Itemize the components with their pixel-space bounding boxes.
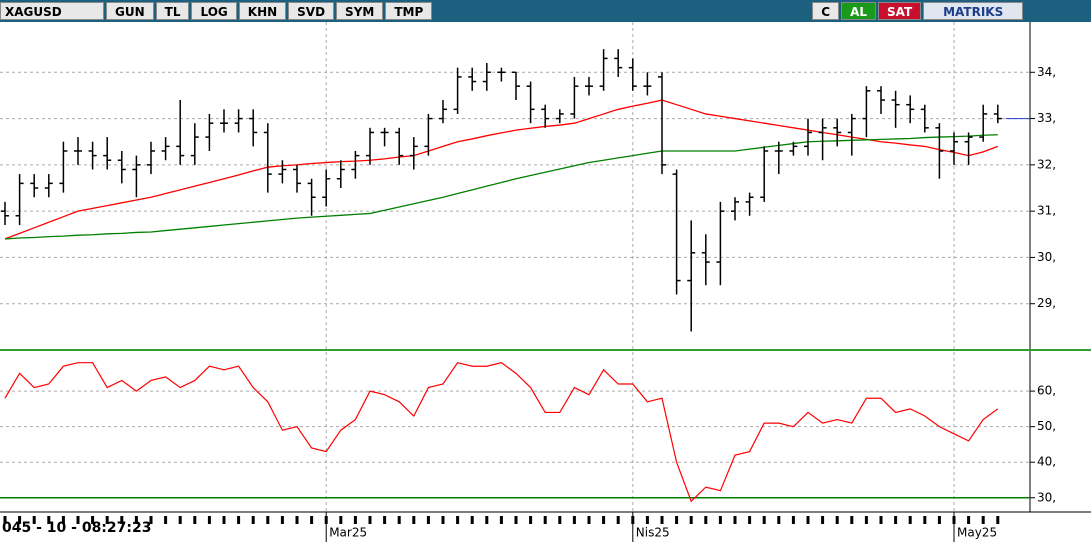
day-tick — [412, 516, 416, 524]
day-tick — [441, 516, 445, 524]
day-tick — [61, 516, 65, 524]
moving-average — [4, 99, 999, 240]
y-tick-label: 31, — [1037, 204, 1056, 218]
day-tick — [821, 516, 825, 524]
day-tick — [222, 516, 226, 524]
day-tick — [762, 516, 766, 524]
day-tick — [207, 516, 211, 524]
toolbar-button[interactable]: LOG — [191, 2, 237, 20]
day-tick — [339, 516, 343, 524]
x-tick-label: Mar25 — [329, 526, 367, 540]
day-tick — [879, 516, 883, 524]
day-tick — [718, 516, 722, 524]
day-tick — [733, 516, 737, 524]
day-tick — [105, 516, 109, 524]
day-tick — [295, 516, 299, 524]
day-tick — [368, 516, 372, 524]
y-tick-label: 33, — [1037, 111, 1056, 125]
day-tick — [32, 516, 36, 524]
day-tick — [134, 516, 138, 524]
day-tick — [149, 516, 153, 524]
y-tick-label: 50, — [1037, 419, 1056, 433]
day-tick — [456, 516, 460, 524]
day-tick — [470, 516, 474, 524]
day-tick — [704, 516, 708, 524]
day-tick — [193, 516, 197, 524]
day-tick — [280, 516, 284, 524]
toolbar-button[interactable]: TMP — [385, 2, 433, 20]
day-tick — [514, 516, 518, 524]
y-tick-label: 40, — [1037, 455, 1056, 469]
day-tick — [835, 516, 839, 524]
day-tick — [251, 516, 255, 524]
day-tick — [981, 516, 985, 524]
day-tick — [558, 516, 562, 524]
day-tick — [353, 516, 357, 524]
day-tick — [864, 516, 868, 524]
day-tick — [91, 516, 95, 524]
y-tick-label: 32, — [1037, 157, 1056, 171]
toolbar-button[interactable]: TL — [155, 2, 190, 20]
toolbar-button[interactable]: SVD — [288, 2, 335, 20]
day-tick — [967, 516, 971, 524]
day-tick — [908, 516, 912, 524]
day-tick — [543, 516, 547, 524]
day-tick — [572, 516, 576, 524]
day-tick — [937, 516, 941, 524]
y-tick-label: 60, — [1037, 384, 1056, 398]
day-tick — [894, 516, 898, 524]
day-tick — [164, 516, 168, 524]
day-tick — [178, 516, 182, 524]
day-tick — [850, 516, 854, 524]
plot-bg — [0, 22, 1030, 512]
day-tick — [616, 516, 620, 524]
day-tick — [996, 516, 1000, 524]
day-tick — [237, 516, 241, 524]
chart: 045 - 10 - 08:27:23 Mar25 Nis25 May25 29, 30… — [0, 22, 1091, 542]
toolbar-button[interactable]: GUN — [106, 2, 154, 20]
day-tick — [587, 516, 591, 524]
day-tick — [120, 516, 124, 524]
day-tick — [529, 516, 533, 524]
day-tick — [689, 516, 693, 524]
day-tick — [748, 516, 752, 524]
y-tick-label: 30, — [1037, 490, 1056, 504]
day-tick — [18, 516, 22, 524]
day-tick — [645, 516, 649, 524]
sell-button[interactable]: SAT — [878, 2, 922, 20]
day-tick — [777, 516, 781, 524]
day-tick — [806, 516, 810, 524]
day-tick — [660, 516, 664, 524]
day-tick — [485, 516, 489, 524]
y-tick-label: 30, — [1037, 250, 1056, 264]
toolbar-button[interactable]: KHN — [238, 2, 287, 20]
moving-average — [4, 134, 998, 240]
day-tick — [675, 516, 679, 524]
y-tick-label: 34, — [1037, 65, 1056, 79]
day-tick — [383, 516, 387, 524]
c-button[interactable]: C — [812, 2, 840, 20]
rsi-line — [4, 361, 999, 503]
toolbar: XAGUSD GUN TL LOG KHN SVD SYM TMP C AL S… — [0, 0, 1091, 22]
x-tick-label: Nis25 — [636, 526, 670, 540]
day-tick — [3, 516, 7, 524]
x-tick-label: May25 — [957, 526, 997, 540]
brand[interactable]: MATRIKS — [923, 2, 1024, 20]
toolbar-button[interactable]: SYM — [336, 2, 384, 20]
clock: 045 - 10 - 08:27:23 — [2, 520, 151, 536]
day-tick — [76, 516, 80, 524]
day-tick — [266, 516, 270, 524]
day-tick — [426, 516, 430, 524]
day-tick — [397, 516, 401, 524]
day-tick — [791, 516, 795, 524]
day-tick — [310, 516, 314, 524]
day-tick — [47, 516, 51, 524]
symbol[interactable]: XAGUSD — [0, 2, 104, 20]
day-tick — [499, 516, 503, 524]
day-tick — [923, 516, 927, 524]
day-tick — [602, 516, 606, 524]
buy-button[interactable]: AL — [841, 2, 876, 20]
y-tick-label: 29, — [1037, 296, 1056, 310]
